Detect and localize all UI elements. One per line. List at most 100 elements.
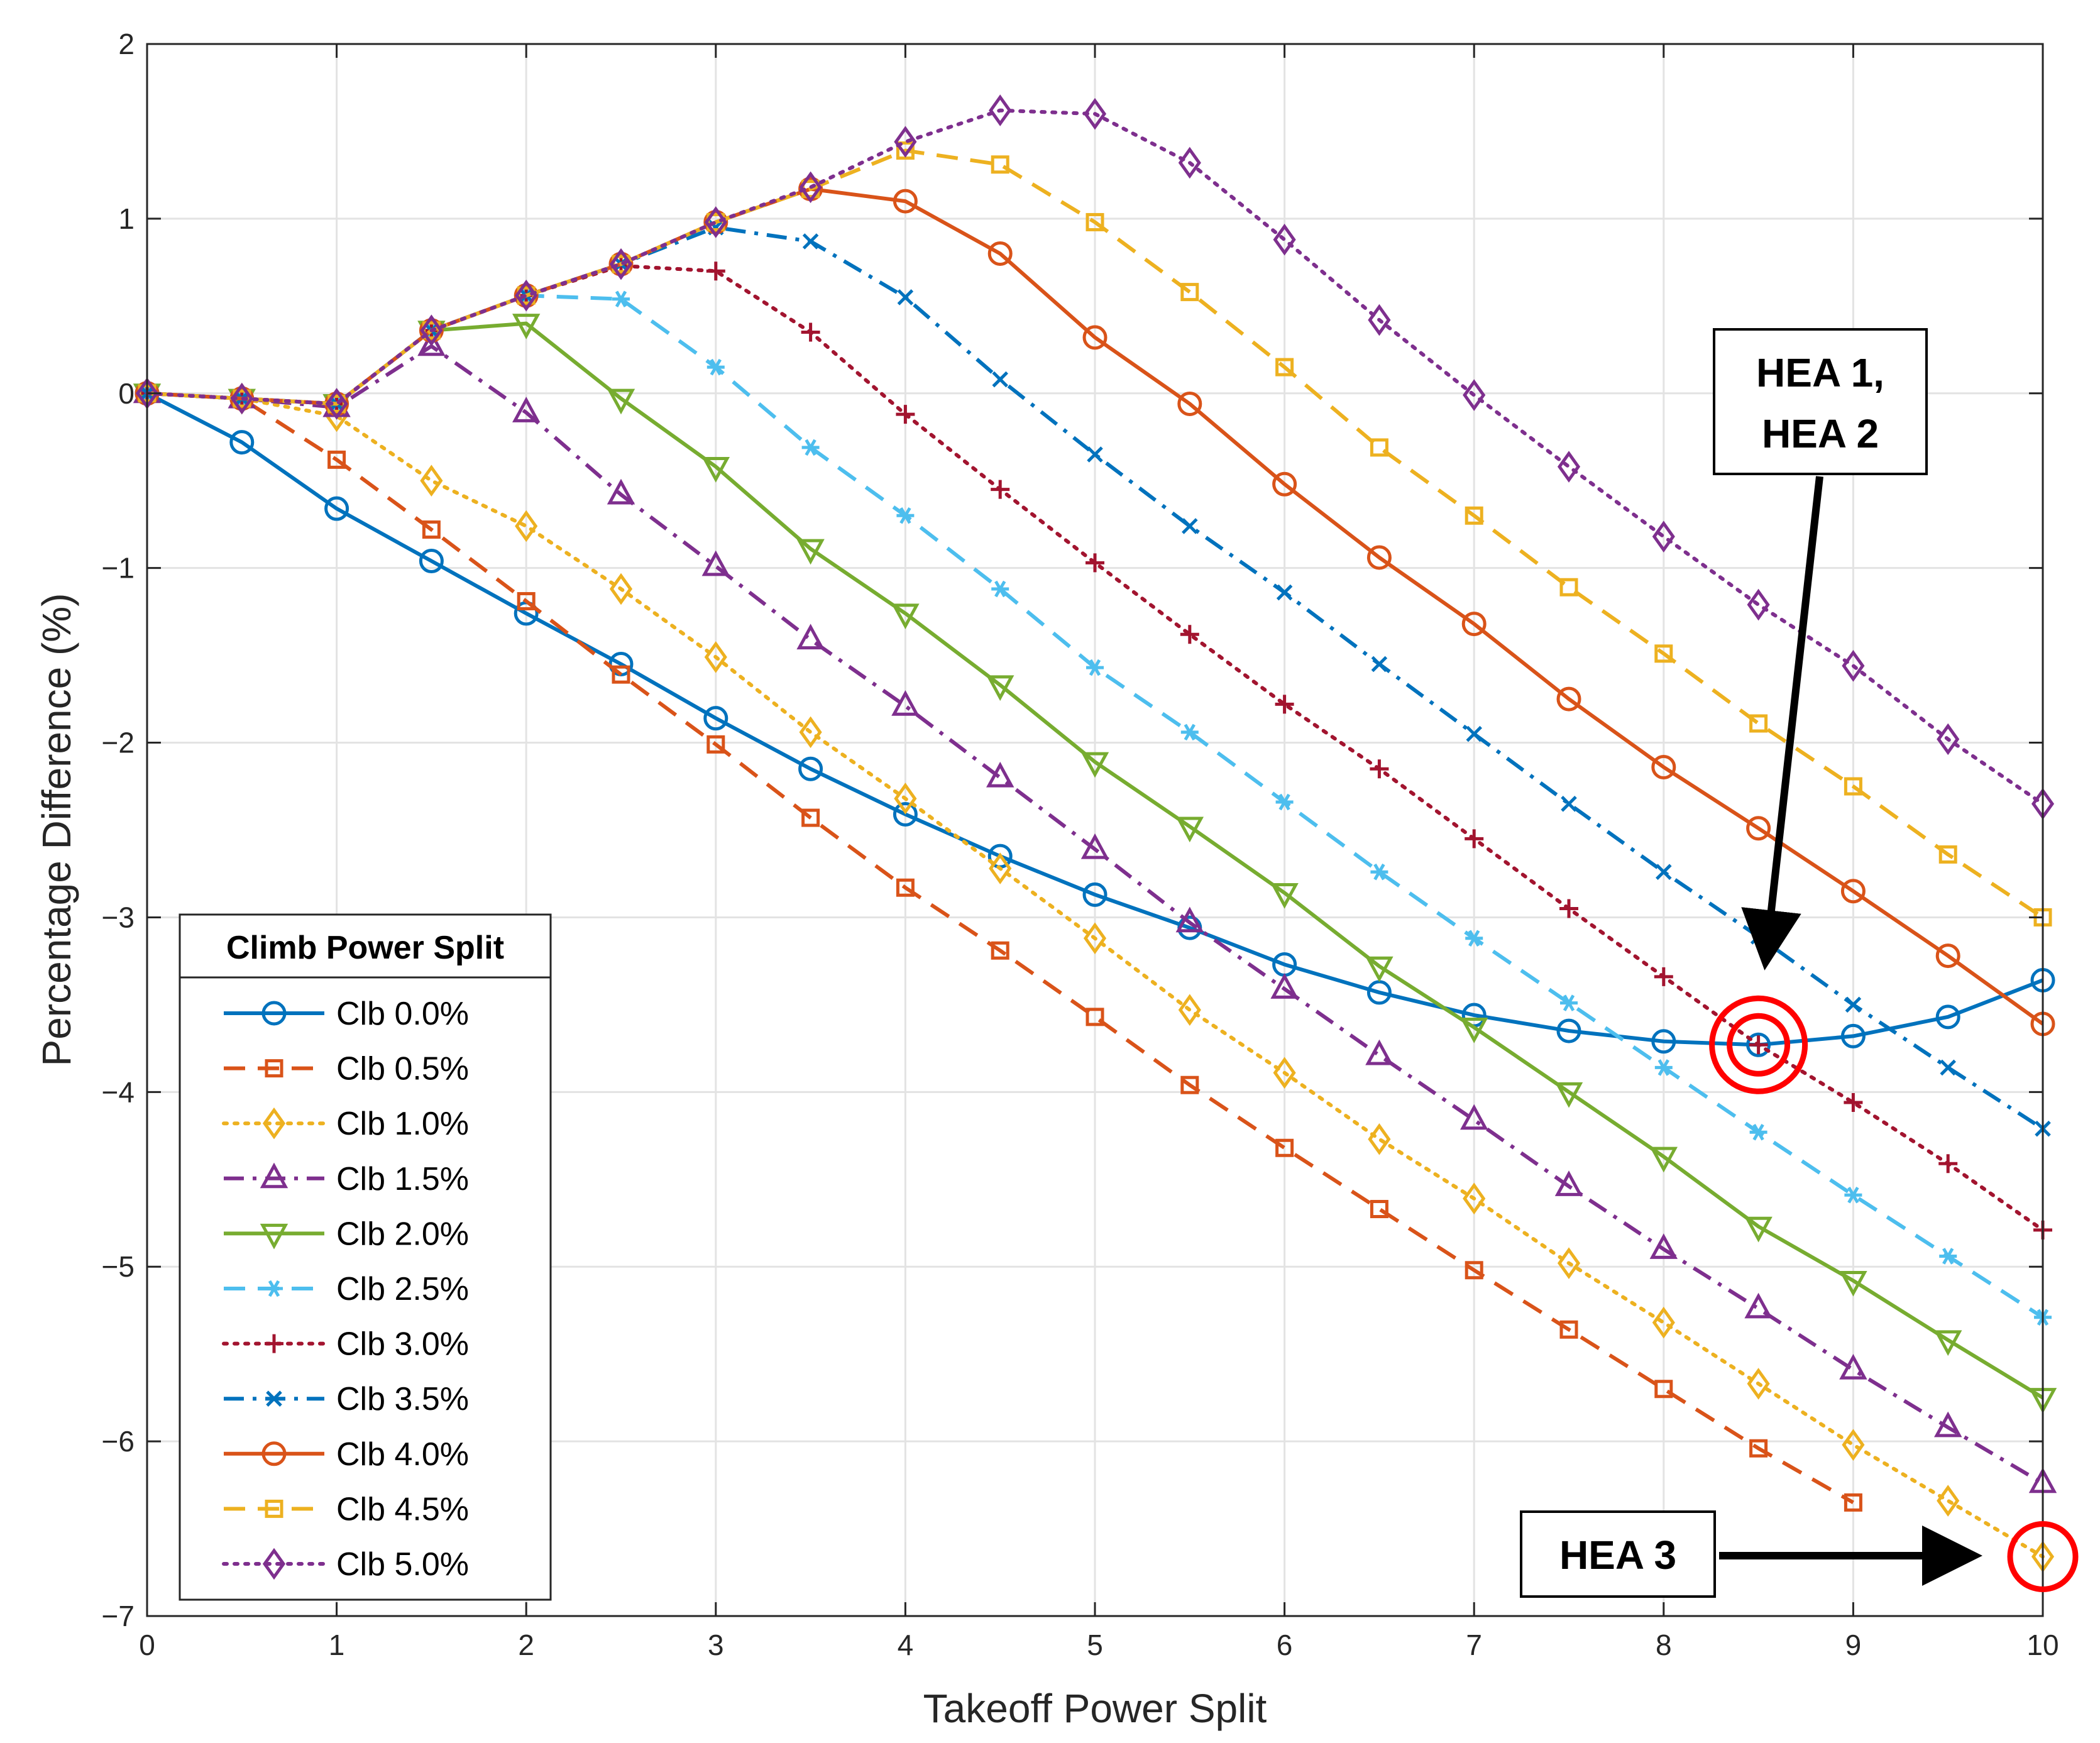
legend-label: Clb 4.0% — [336, 1436, 469, 1473]
hea12-annotation-line2: HEA 2 — [1762, 411, 1879, 456]
data-point — [612, 290, 630, 307]
legend-marker — [265, 1499, 283, 1518]
data-point — [1370, 759, 1389, 779]
legend-entry: Clb 2.0% — [224, 1216, 469, 1252]
data-point — [1086, 553, 1104, 573]
x-tick-label: 5 — [1087, 1629, 1103, 1661]
data-point — [798, 756, 823, 781]
data-point — [1559, 578, 1578, 597]
data-point — [989, 852, 1012, 884]
data-point — [1937, 723, 1960, 756]
data-point — [1087, 446, 1103, 463]
legend: Climb Power Split Clb 0.0% Clb 0.5% Clb 1.… — [179, 913, 552, 1601]
data-point — [1842, 1429, 1865, 1461]
data-point — [1178, 146, 1201, 179]
data-point — [1557, 1247, 1581, 1279]
data-point — [1086, 212, 1104, 231]
x-tick-label: 7 — [1466, 1629, 1482, 1661]
legend-marker — [260, 1162, 289, 1189]
data-point — [1460, 1018, 1488, 1043]
data-point — [991, 480, 1010, 499]
data-point — [1086, 1008, 1104, 1026]
y-tick-label: −2 — [102, 727, 135, 759]
data-point — [802, 233, 819, 250]
legend-entry: Clb 4.5% — [224, 1491, 469, 1527]
data-point — [799, 716, 822, 749]
data-point — [796, 624, 825, 650]
x-tick-label: 9 — [1845, 1629, 1862, 1661]
data-point — [515, 510, 538, 542]
data-point — [1270, 973, 1299, 999]
data-point — [801, 808, 820, 827]
x-tick-label: 10 — [2026, 1629, 2059, 1661]
data-point — [1933, 1411, 1962, 1438]
data-point — [609, 573, 633, 605]
data-point — [1749, 1123, 1767, 1141]
data-point — [1935, 943, 1960, 969]
data-point — [704, 641, 727, 673]
data-point — [1937, 1485, 1960, 1517]
data-point — [1649, 1146, 1678, 1173]
data-point — [1649, 1233, 1678, 1259]
legend-marker — [261, 1001, 287, 1026]
y-tick-label: −6 — [102, 1425, 135, 1458]
x-tick-label: 4 — [898, 1629, 914, 1661]
data-point — [1175, 906, 1204, 933]
legend-entry: Clb 4.0% — [224, 1436, 469, 1473]
data-point — [229, 430, 255, 455]
data-point — [1654, 967, 1673, 986]
data-point — [515, 279, 538, 312]
data-point — [1082, 325, 1108, 350]
data-point — [1554, 1170, 1583, 1196]
x-tick-label: 6 — [1277, 1629, 1293, 1661]
data-point — [607, 478, 635, 505]
data-point — [1845, 996, 1862, 1013]
hea12-annotation-box — [1713, 328, 1928, 475]
data-point — [512, 314, 541, 339]
data-point — [704, 206, 727, 238]
data-point — [1275, 793, 1294, 811]
legend-box — [179, 913, 552, 1601]
legend-entry: Clb 5.0% — [222, 1546, 469, 1583]
legend-entry: Clb 2.5% — [224, 1271, 469, 1307]
data-point — [1940, 1059, 1956, 1076]
data-point — [896, 405, 915, 424]
legend-label: Clb 0.5% — [336, 1051, 469, 1087]
data-point — [1842, 649, 1865, 682]
legend-entry: Clb 0.0% — [224, 996, 469, 1032]
data-point — [327, 450, 346, 469]
data-point — [1651, 754, 1676, 779]
data-point — [1744, 1292, 1773, 1319]
hea12-highlight-inner — [1727, 1013, 1791, 1077]
data-point — [325, 388, 348, 420]
data-point — [1746, 1032, 1771, 1057]
legend-label: Clb 3.5% — [336, 1381, 469, 1417]
data-point — [1933, 1330, 1962, 1356]
y-tick-label: −3 — [102, 901, 135, 933]
data-point — [1938, 1154, 1958, 1174]
legend-entry: Clb 3.5% — [224, 1381, 469, 1417]
legend-label: Clb 5.0% — [336, 1546, 469, 1583]
series-line — [146, 321, 2044, 1400]
legend-label: Clb 3.0% — [336, 1326, 469, 1363]
data-point — [1749, 1439, 1768, 1458]
data-point — [419, 549, 444, 574]
data-point — [1276, 584, 1293, 601]
data-point — [801, 322, 820, 342]
data-point — [1559, 899, 1578, 918]
data-point — [1368, 304, 1391, 336]
data-point — [1273, 223, 1296, 256]
data-point — [1744, 1216, 1773, 1243]
data-point — [1460, 1104, 1488, 1130]
data-point — [801, 439, 820, 456]
x-tick-label: 1 — [329, 1629, 345, 1661]
data-point — [989, 94, 1012, 126]
data-point — [991, 580, 1009, 598]
legend-entry: Clb 1.0% — [222, 1106, 469, 1142]
legend-label: Clb 2.5% — [336, 1271, 469, 1307]
data-point — [1938, 845, 1957, 864]
data-point — [1083, 922, 1107, 955]
data-point — [1839, 1353, 1867, 1380]
data-point — [1275, 1138, 1294, 1157]
data-point — [799, 171, 822, 204]
